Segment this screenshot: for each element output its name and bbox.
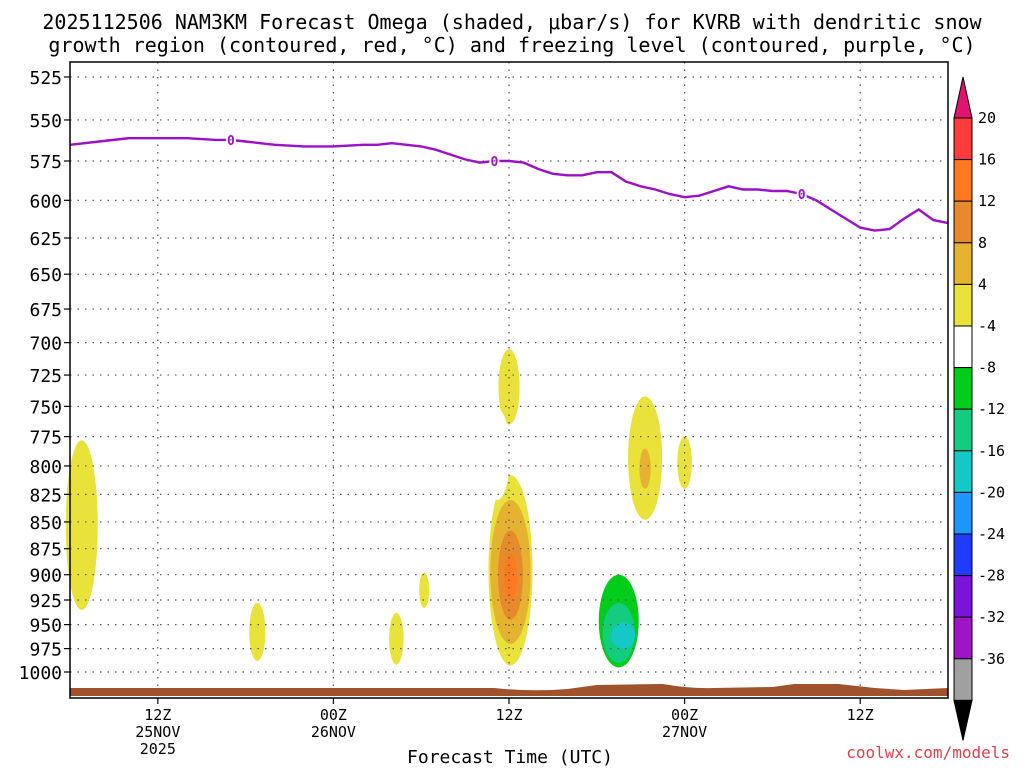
omega-region-1 (249, 603, 266, 661)
colorbar-label-7: -12 (978, 400, 1005, 418)
x-tick-date-6: 25NOV (135, 723, 180, 741)
colorbar-swatch-4 (953, 283, 973, 327)
colorbar-label-1: 16 (978, 151, 996, 169)
colorbar-top-arrow (953, 76, 973, 119)
colorbar-swatch-5 (953, 325, 973, 369)
y-tick-label-800: 800 (29, 457, 62, 478)
omega-region-3 (419, 572, 430, 608)
y-tick-label-700: 700 (29, 334, 62, 355)
omega-region-4 (498, 349, 520, 425)
colorbar-swatch-10 (953, 533, 973, 577)
y-tick-label-600: 600 (29, 191, 62, 212)
x-tick-label-6: 12Z (144, 706, 171, 724)
colorbar-swatch-2 (953, 200, 973, 244)
chart-title-line-1: 2025112506 NAM3KM Forecast Omega (shaded… (42, 10, 982, 34)
colorbar-label-13: -36 (978, 650, 1005, 668)
freezing-level-label-2: 0 (798, 188, 806, 203)
freezing-label-bg-0 (225, 131, 236, 146)
x-axis-label: Forecast Time (UTC) (407, 747, 613, 768)
y-tick-label-875: 875 (29, 540, 62, 561)
colorbar-swatch-0 (953, 117, 973, 161)
y-tick-label-550: 550 (29, 111, 62, 132)
x-tick-label-42: 00Z (671, 706, 698, 724)
omega-region-16 (611, 622, 636, 649)
x-tick-date-42: 27NOV (662, 723, 707, 741)
freezing-level-line (69, 137, 949, 232)
colorbar-swatch-1 (953, 159, 973, 202)
colorbar-label-9: -20 (978, 483, 1005, 501)
colorbar-bottom-arrow (953, 699, 973, 741)
colorbar-label-0: 20 (978, 109, 996, 127)
y-tick-label-525: 525 (29, 68, 62, 89)
colorbar-label-11: -28 (978, 567, 1005, 585)
omega-region-12 (677, 436, 692, 489)
y-tick-label-975: 975 (29, 640, 62, 661)
omega-region-11 (639, 448, 651, 489)
colorbar-swatch-12 (953, 616, 973, 660)
terrain-strip (70, 684, 948, 696)
y-tick-label-625: 625 (29, 229, 62, 250)
y-tick-label-650: 650 (29, 265, 62, 286)
x-tick-date-18: 26NOV (311, 723, 356, 741)
y-tick-label-675: 675 (29, 300, 62, 321)
omega-region-0 (65, 440, 98, 610)
y-tick-label-725: 725 (29, 366, 62, 387)
omega-region-2 (389, 612, 404, 665)
colorbar-label-5: -4 (978, 317, 996, 335)
colorbar-label-3: 8 (978, 234, 987, 252)
colorbar-swatch-6 (953, 367, 973, 410)
y-tick-label-750: 750 (29, 397, 62, 418)
y-tick-label-825: 825 (29, 485, 62, 506)
omega-region-8 (504, 553, 517, 601)
colorbar-swatch-9 (953, 491, 973, 535)
colorbar-swatch-8 (953, 450, 973, 493)
y-tick-label-900: 900 (29, 566, 62, 587)
chart-title-line-2: growth region (contoured, red, °C) and f… (48, 33, 976, 57)
colorbar-label-2: 12 (978, 192, 996, 210)
y-tick-label-925: 925 (29, 591, 62, 612)
y-tick-label-1000: 1000 (19, 663, 62, 684)
x-tick-label-30: 12Z (495, 706, 522, 724)
colorbar-swatch-3 (953, 242, 973, 285)
y-tick-label-850: 850 (29, 513, 62, 534)
y-tick-label-575: 575 (29, 152, 62, 173)
freezing-level-label-0: 0 (227, 134, 235, 149)
freezing-level-label-1: 0 (490, 155, 498, 170)
credit-text[interactable]: coolwx.com/models (846, 743, 1010, 762)
omega-region-9 (484, 408, 511, 500)
colorbar-swatch-13 (953, 658, 973, 701)
colorbar-swatch-7 (953, 408, 973, 452)
y-tick-label-775: 775 (29, 428, 62, 449)
colorbar-label-4: 4 (978, 275, 987, 293)
x-tick-label-54: 12Z (847, 706, 874, 724)
colorbar-label-12: -32 (978, 608, 1005, 626)
x-tick-year-6: 2025 (140, 740, 176, 758)
freezing-label-bg-2 (796, 186, 807, 201)
freezing-label-bg-1 (489, 153, 500, 168)
colorbar-swatch-11 (953, 575, 973, 618)
x-tick-label-18: 00Z (320, 706, 347, 724)
colorbar-label-10: -24 (978, 525, 1005, 543)
colorbar-label-8: -16 (978, 442, 1005, 460)
colorbar-label-6: -8 (978, 359, 996, 377)
y-tick-label-950: 950 (29, 616, 62, 637)
